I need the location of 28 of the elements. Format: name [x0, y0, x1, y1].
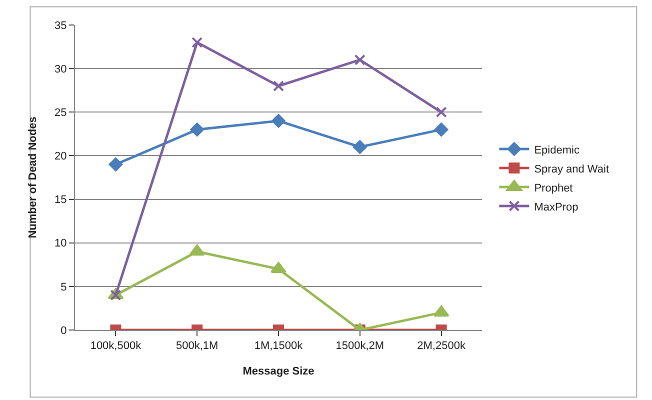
y-tick-label: 5 [60, 281, 67, 294]
point [354, 54, 366, 66]
legend-label: Epidemic [534, 144, 580, 156]
x-tick-label: 500k,1M [176, 340, 218, 352]
x-tick-label: 1M,1500k [254, 340, 304, 352]
legend-label: Spray and Wait [534, 163, 610, 176]
y-tick-label: 25 [54, 106, 67, 119]
point [190, 122, 204, 136]
point [273, 80, 284, 92]
x-tick-label: 1500k,2M [336, 340, 384, 352]
y-axis-title: Number of Dead Nodes [27, 116, 40, 238]
point [436, 106, 447, 118]
legend-label: MaxProp [534, 201, 578, 214]
x-tick-label: 100k,500k [90, 340, 142, 352]
y-tick-label: 30 [54, 63, 67, 76]
point [272, 114, 286, 128]
point [434, 122, 448, 136]
y-tick-label: 10 [54, 238, 67, 250]
x-tick-label: 2M,2500k [417, 340, 466, 352]
point [192, 36, 203, 48]
point [108, 158, 123, 172]
y-tick-label: 15 [54, 194, 67, 206]
legend-label: Prophet [534, 182, 573, 194]
y-tick-label: 0 [60, 324, 67, 337]
y-tick-label: 35 [54, 20, 67, 32]
x-axis-title: Message Size [242, 365, 314, 378]
point [353, 140, 367, 154]
y-tick-label: 20 [54, 150, 67, 163]
